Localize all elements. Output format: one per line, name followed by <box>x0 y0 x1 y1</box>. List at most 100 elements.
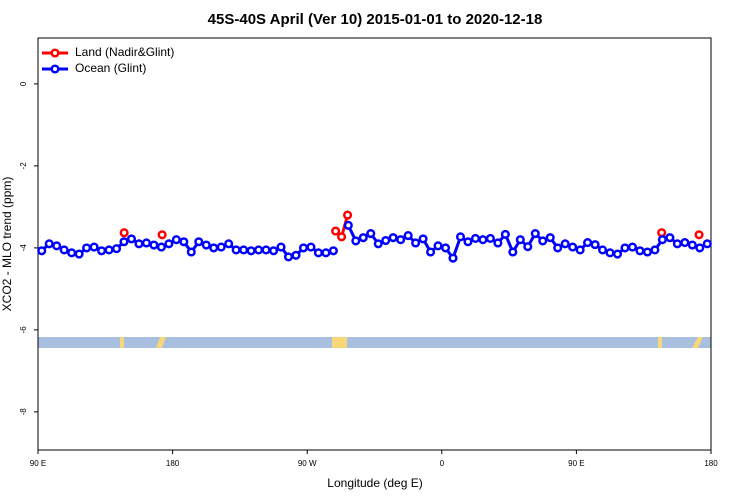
data-point <box>396 235 406 245</box>
data-point <box>642 247 652 257</box>
land-patch <box>332 337 347 348</box>
data-point <box>261 245 271 255</box>
data-point <box>104 245 114 255</box>
data-point <box>52 241 62 251</box>
data-point <box>331 226 341 236</box>
data-point <box>366 228 376 239</box>
data-point <box>194 237 204 247</box>
data-point <box>67 248 77 258</box>
land-patch <box>658 337 662 348</box>
data-point <box>590 240 600 250</box>
land-patch <box>692 337 703 348</box>
data-point <box>508 247 518 257</box>
data-point <box>44 239 54 249</box>
data-point <box>89 242 99 252</box>
data-point <box>201 240 211 250</box>
data-point <box>97 246 107 256</box>
data-point <box>530 228 540 239</box>
data-point <box>695 243 705 253</box>
data-point <box>276 242 286 252</box>
data-point <box>224 239 234 249</box>
data-point <box>37 246 47 256</box>
data-point <box>568 242 578 252</box>
data-point <box>403 231 413 241</box>
data-point <box>111 244 122 254</box>
data-point <box>291 250 301 260</box>
data-point <box>523 242 533 252</box>
series-line <box>336 215 699 237</box>
data-point <box>694 230 704 240</box>
data-point <box>702 239 712 249</box>
y-axis-label: XCO2 - MLO trend (ppm) <box>0 177 14 312</box>
legend-marker <box>50 48 60 58</box>
x-tick-label: 180 <box>166 459 180 468</box>
data-point <box>134 239 144 249</box>
data-point <box>455 232 466 242</box>
data-point <box>337 232 347 242</box>
data-point <box>485 233 495 244</box>
data-point <box>157 230 167 240</box>
data-point <box>598 245 608 255</box>
data-point <box>164 239 174 249</box>
y-tick-label: -4 <box>19 244 28 252</box>
data-point <box>478 235 488 245</box>
x-tick-label: 0 <box>440 459 445 468</box>
data-point <box>381 235 391 246</box>
data-point <box>627 242 638 252</box>
data-point <box>306 242 316 252</box>
data-point <box>141 238 151 248</box>
land-patch <box>120 337 124 348</box>
data-point <box>575 245 585 255</box>
data-point <box>358 233 368 243</box>
data-point <box>313 248 323 258</box>
data-point <box>605 248 615 258</box>
data-point <box>321 248 331 258</box>
data-point <box>657 235 667 245</box>
data-point <box>209 243 219 253</box>
data-point <box>82 243 92 253</box>
data-point <box>448 253 458 263</box>
data-point <box>171 235 181 245</box>
ocean-strip <box>38 337 711 348</box>
x-tick-label: 90 W <box>298 459 317 468</box>
data-point <box>119 237 129 247</box>
data-point <box>426 247 436 257</box>
y-tick-label: -2 <box>19 162 28 170</box>
data-point <box>687 240 697 250</box>
x-tick-label: 180 <box>704 459 718 468</box>
data-point <box>635 246 645 256</box>
legend-marker <box>50 64 60 74</box>
data-point <box>343 210 353 220</box>
data-point <box>538 236 548 246</box>
data-point <box>239 245 249 255</box>
data-point <box>440 243 451 253</box>
data-point <box>59 245 69 255</box>
data-point <box>500 229 510 239</box>
data-point <box>583 238 593 248</box>
data-point <box>231 245 241 255</box>
data-point <box>119 228 129 238</box>
data-point <box>680 238 690 248</box>
data-point <box>269 246 279 256</box>
data-point <box>74 249 84 259</box>
data-point <box>411 238 421 248</box>
data-point <box>298 243 309 253</box>
data-point <box>126 234 137 244</box>
chart-title: 45S-40S April (Ver 10) 2015-01-01 to 202… <box>208 11 543 28</box>
data-point <box>463 237 473 247</box>
x-tick-label: 90 E <box>30 459 46 468</box>
data-point <box>186 247 196 257</box>
data-point <box>515 235 525 245</box>
data-point <box>665 233 675 243</box>
land-patch <box>156 337 166 348</box>
y-tick-label: -6 <box>19 326 28 334</box>
data-point <box>179 237 189 247</box>
data-point <box>433 241 443 251</box>
legend-label: Land (Nadir&Glint) <box>75 45 174 59</box>
data-point <box>351 236 361 246</box>
data-point <box>470 233 481 244</box>
data-point <box>156 242 166 252</box>
data-point <box>545 233 555 243</box>
data-point <box>373 239 383 249</box>
data-point <box>672 239 682 249</box>
